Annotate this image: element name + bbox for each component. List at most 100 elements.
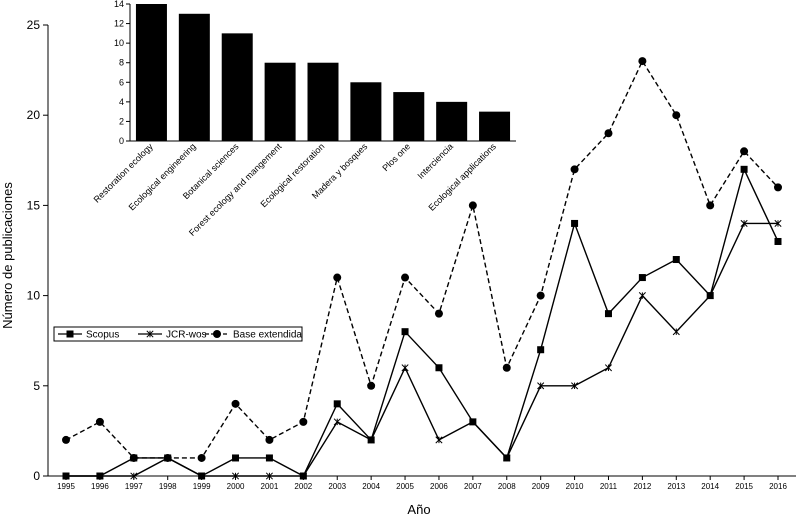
data-point xyxy=(468,201,477,210)
data-point xyxy=(740,219,748,227)
data-point xyxy=(604,310,612,318)
x-tick-label: 2000 xyxy=(227,482,245,491)
y-tick-label: 15 xyxy=(27,198,41,212)
x-tick-label: 2001 xyxy=(261,482,279,491)
legend-label: Base extendida xyxy=(233,330,302,341)
data-point xyxy=(604,364,613,372)
data-point xyxy=(672,256,680,264)
x-tick-label: 1996 xyxy=(91,482,109,491)
data-point xyxy=(571,382,579,390)
x-tick-label: 2007 xyxy=(464,482,482,491)
data-point xyxy=(130,472,138,480)
data-point xyxy=(536,291,545,300)
data-point xyxy=(95,417,104,426)
inset-category-label: Plos one xyxy=(380,141,412,173)
data-point xyxy=(604,129,613,138)
legend: Scopus JCR-wos Base extendida xyxy=(53,326,303,342)
data-point xyxy=(333,418,341,426)
data-point xyxy=(706,201,715,210)
data-point xyxy=(231,472,240,480)
data-point xyxy=(638,274,646,282)
inset-y-tick-label: 10 xyxy=(114,38,124,48)
x-tick-label: 2006 xyxy=(430,482,448,491)
x-tick-label: 1999 xyxy=(193,482,211,491)
data-point xyxy=(570,165,579,174)
y-tick-label: 0 xyxy=(33,469,40,483)
data-point xyxy=(401,364,409,372)
series-line xyxy=(66,167,779,477)
data-point xyxy=(265,454,273,462)
inset-category-label: Forest ecology and mangement xyxy=(187,141,284,238)
data-point xyxy=(774,183,782,192)
legend-box xyxy=(53,326,303,342)
data-point xyxy=(367,381,376,390)
legend-label: Scopus xyxy=(86,330,119,341)
inset-bar xyxy=(135,4,167,141)
data-point xyxy=(198,472,206,480)
inset-y-tick-label: 6 xyxy=(119,77,124,87)
data-point xyxy=(740,147,749,156)
data-point xyxy=(299,417,308,426)
data-point xyxy=(503,454,511,462)
x-tick-label: 2015 xyxy=(735,482,753,491)
x-tick-label: 2013 xyxy=(667,482,685,491)
y-axis-title: Número de publicaciones xyxy=(0,182,15,329)
x-tick-label: 1998 xyxy=(159,482,177,491)
legend-marker xyxy=(146,330,154,338)
x-tick-label: 2004 xyxy=(362,482,380,491)
x-tick-label: 2016 xyxy=(769,482,787,491)
x-tick-label: 2002 xyxy=(294,482,312,491)
data-point xyxy=(232,454,240,462)
y-tick-label: 20 xyxy=(27,108,41,122)
inset-bar xyxy=(307,62,339,141)
inset-bar xyxy=(393,92,425,141)
inset-bar xyxy=(178,13,210,142)
data-point xyxy=(62,472,70,480)
inset-y-tick-label: 12 xyxy=(114,19,124,29)
x-tick-label: 2008 xyxy=(498,482,516,491)
data-point xyxy=(333,273,342,282)
x-tick-label: 2009 xyxy=(532,482,550,491)
inset-bar xyxy=(479,111,511,141)
inset-bar xyxy=(264,62,296,141)
data-point xyxy=(62,435,70,444)
data-point xyxy=(740,165,748,173)
data-point xyxy=(537,346,545,354)
data-point xyxy=(231,399,240,408)
data-point xyxy=(163,453,172,462)
data-point xyxy=(774,237,782,245)
legend-marker xyxy=(66,330,74,338)
data-point xyxy=(706,292,714,300)
data-point xyxy=(129,453,138,462)
x-tick-label: 2014 xyxy=(701,482,719,491)
data-point xyxy=(638,292,646,300)
inset-y-tick-label: 8 xyxy=(119,58,124,68)
x-tick-label: 1995 xyxy=(57,482,75,491)
inset-bar xyxy=(436,101,468,141)
x-axis-title: Año xyxy=(407,502,430,516)
series-line xyxy=(66,222,778,477)
legend-label: JCR-wos xyxy=(166,330,207,341)
data-point xyxy=(672,111,681,120)
x-tick-label: 2012 xyxy=(633,482,651,491)
data-point xyxy=(502,363,511,372)
data-point xyxy=(774,219,782,227)
data-point xyxy=(197,453,206,462)
series-0 xyxy=(62,165,782,480)
inset-y-tick-label: 4 xyxy=(119,97,124,107)
inset-y-tick-label: 14 xyxy=(114,0,124,9)
x-tick-label: 2010 xyxy=(566,482,584,491)
data-point xyxy=(469,418,477,426)
y-tick-label: 25 xyxy=(27,18,41,32)
inset-y-tick-label: 0 xyxy=(119,136,124,146)
x-tick-label: 2011 xyxy=(600,482,618,491)
data-point xyxy=(299,472,307,480)
series-2 xyxy=(62,57,782,462)
data-point xyxy=(537,382,545,390)
inset-y-tick-label: 2 xyxy=(119,116,124,126)
data-point xyxy=(96,472,104,480)
data-point xyxy=(333,400,341,408)
data-point xyxy=(434,309,443,318)
